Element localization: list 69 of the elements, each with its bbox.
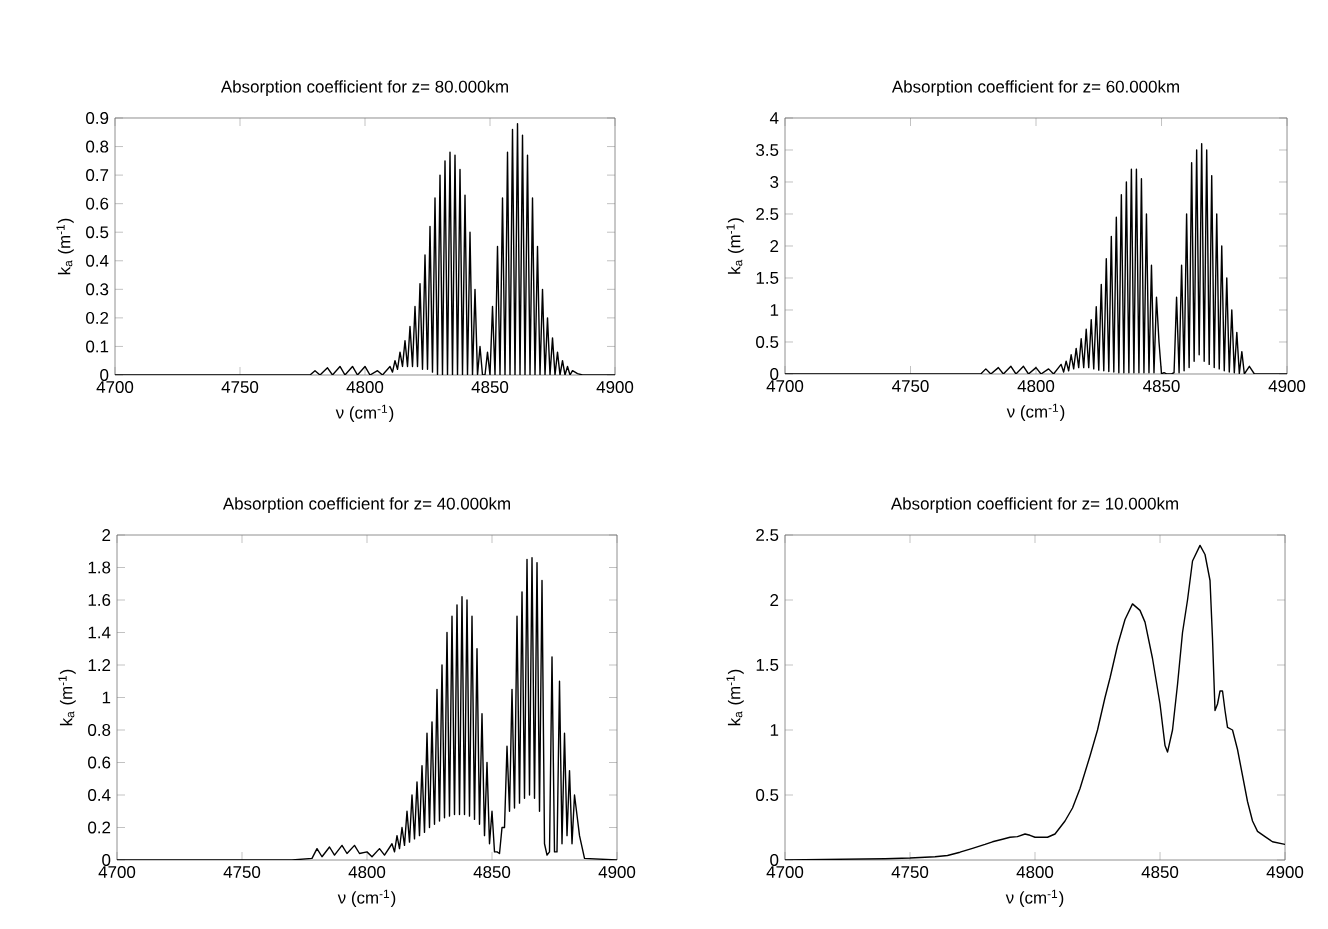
y-tick-label: 0 <box>100 369 109 381</box>
y-tick-label: 1.5 <box>756 659 779 671</box>
y-tick-label: 2 <box>770 594 779 606</box>
y-tick-label: 2 <box>770 240 779 252</box>
y-tick-label: 0.6 <box>88 756 111 769</box>
x-tick-label: 4700 <box>766 380 804 393</box>
x-tick-label: 4750 <box>223 866 261 879</box>
y-tick-label: 0.5 <box>86 226 109 239</box>
x-tick-label: 4700 <box>96 381 134 394</box>
y-tick-label: 1 <box>102 691 111 704</box>
x-tick-label: 4900 <box>1266 866 1304 879</box>
x-tick-label: 4850 <box>1143 380 1180 393</box>
y-tick-label: 1.6 <box>88 594 111 606</box>
y-tick-label: 0.1 <box>86 340 109 353</box>
x-tick-label: 4750 <box>891 866 929 879</box>
y-tick-label: 3 <box>770 176 779 188</box>
y-tick-label: 0.4 <box>88 789 111 801</box>
y-tick-label: 2 <box>102 529 111 541</box>
x-tick-label: 4800 <box>346 381 384 394</box>
x-axis-title: ν (cm$^{-1}$) <box>1005 889 1064 908</box>
y-tick-label: 0.2 <box>86 311 109 324</box>
y-tick-label: 0 <box>770 854 779 866</box>
x-tick-label: 4850 <box>473 866 511 879</box>
x-axis-title: ν (cm$^{-1}$) <box>1006 403 1065 421</box>
y-tick-label: 0.7 <box>86 169 109 182</box>
y-tick-label: 1.5 <box>756 272 779 284</box>
x-tick-label: 4850 <box>1141 866 1179 879</box>
y-tick-label: 0 <box>770 368 779 380</box>
chart-title: Absorption coefficient for z= 40.000km <box>222 497 510 513</box>
y-axis-title: k$_{a}$ (m$^{-1}$) <box>58 669 76 726</box>
y-tick-label: 0.5 <box>756 789 779 801</box>
y-tick-label: 4 <box>769 112 779 124</box>
x-tick-label: 4900 <box>596 381 634 394</box>
y-axis-title: k$_{a}$ (m$^{-1}$) <box>726 669 744 726</box>
y-tick-label: 2.5 <box>756 529 779 541</box>
x-tick-label: 4750 <box>221 381 259 394</box>
y-tick-label: 1.8 <box>88 561 111 574</box>
chart-title: Absorption coefficient for z= 10.000km <box>890 497 1178 513</box>
y-tick-label: 0.6 <box>86 197 109 210</box>
y-axis-title: k$_{a}$ (m$^{-1}$) <box>726 218 744 274</box>
y-tick-label: 1 <box>770 724 779 736</box>
chart-title: Absorption coefficient for z= 60.000km <box>891 80 1179 96</box>
y-tick-label: 2.5 <box>756 208 779 220</box>
y-tick-label: 0.2 <box>88 821 111 834</box>
x-tick-label: 4900 <box>1268 380 1306 393</box>
y-tick-label: 0.9 <box>86 112 109 124</box>
line-series <box>117 557 618 860</box>
x-tick-label: 4800 <box>348 866 386 879</box>
y-tick-label: 1.4 <box>88 626 111 639</box>
chart-title: Absorption coefficient for z= 80.000km <box>220 80 508 96</box>
y-tick-label: 3.5 <box>756 144 779 156</box>
x-axis-title: ν (cm$^{-1}$) <box>337 889 396 908</box>
y-tick-label: 0 <box>102 854 111 866</box>
y-axis-title: k$_{a}$ (m$^{-1}$) <box>56 218 74 275</box>
x-tick-label: 4750 <box>892 380 929 393</box>
x-tick-label: 4700 <box>766 866 804 879</box>
x-tick-label: 4700 <box>98 866 136 879</box>
y-tick-label: 0.8 <box>86 140 109 153</box>
x-tick-label: 4800 <box>1017 380 1055 393</box>
y-tick-label: 1 <box>770 304 779 316</box>
y-tick-label: 0.4 <box>86 254 109 267</box>
x-tick-label: 4900 <box>598 866 636 879</box>
y-tick-label: 0.5 <box>756 336 779 348</box>
y-tick-label: 0.8 <box>88 724 111 736</box>
x-tick-label: 4850 <box>471 381 509 394</box>
x-tick-label: 4800 <box>1016 866 1054 879</box>
y-tick-label: 1.2 <box>88 659 111 671</box>
y-tick-label: 0.3 <box>86 283 109 296</box>
x-axis-title: ν (cm$^{-1}$) <box>335 404 394 422</box>
